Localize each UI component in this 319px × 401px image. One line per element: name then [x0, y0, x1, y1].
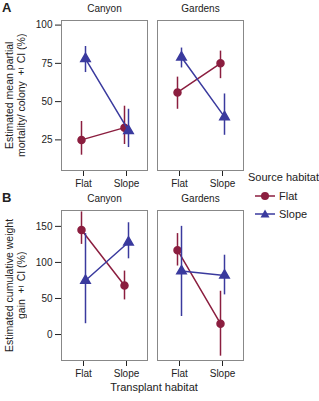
- svg-text:100: 100: [36, 19, 53, 30]
- svg-text:150: 150: [36, 221, 53, 232]
- svg-text:Flat: Flat: [75, 368, 92, 379]
- svg-text:Slope: Slope: [210, 178, 236, 189]
- html-text:Slope: Slope: [279, 207, 308, 220]
- svg-text:50: 50: [41, 96, 53, 107]
- svg-text:Slope: Slope: [114, 178, 140, 189]
- html-text:Source habitat: Source habitat: [248, 170, 319, 183]
- svg-text:75: 75: [41, 58, 53, 69]
- html-text:Estimated cumulative weight ga: Estimated cumulative weight gain ± CI (%…: [3, 218, 27, 352]
- html-text:Flat: Flat: [279, 189, 298, 202]
- svg-text:Canyon: Canyon: [87, 193, 121, 204]
- svg-text:50: 50: [41, 293, 53, 304]
- svg-text:Canyon: Canyon: [87, 3, 121, 14]
- svg-text:Flat: Flat: [171, 368, 188, 379]
- svg-text:100: 100: [36, 257, 53, 268]
- svg-text:25: 25: [41, 134, 53, 145]
- svg-text:Slope: Slope: [210, 368, 236, 379]
- html-text:A: A: [2, 0, 12, 15]
- html-text:B: B: [2, 190, 12, 205]
- svg-text:Slope: Slope: [114, 368, 140, 379]
- html-text:Transplant habitat: Transplant habitat: [110, 381, 198, 393]
- svg-text:0: 0: [47, 329, 53, 340]
- html-text:Estimated mean partial mortali: Estimated mean partial mortality/ colony…: [3, 33, 27, 157]
- svg-text:Flat: Flat: [171, 178, 188, 189]
- svg-text:Flat: Flat: [75, 178, 92, 189]
- svg-text:Gardens: Gardens: [181, 3, 219, 14]
- svg-text:Gardens: Gardens: [181, 193, 219, 204]
